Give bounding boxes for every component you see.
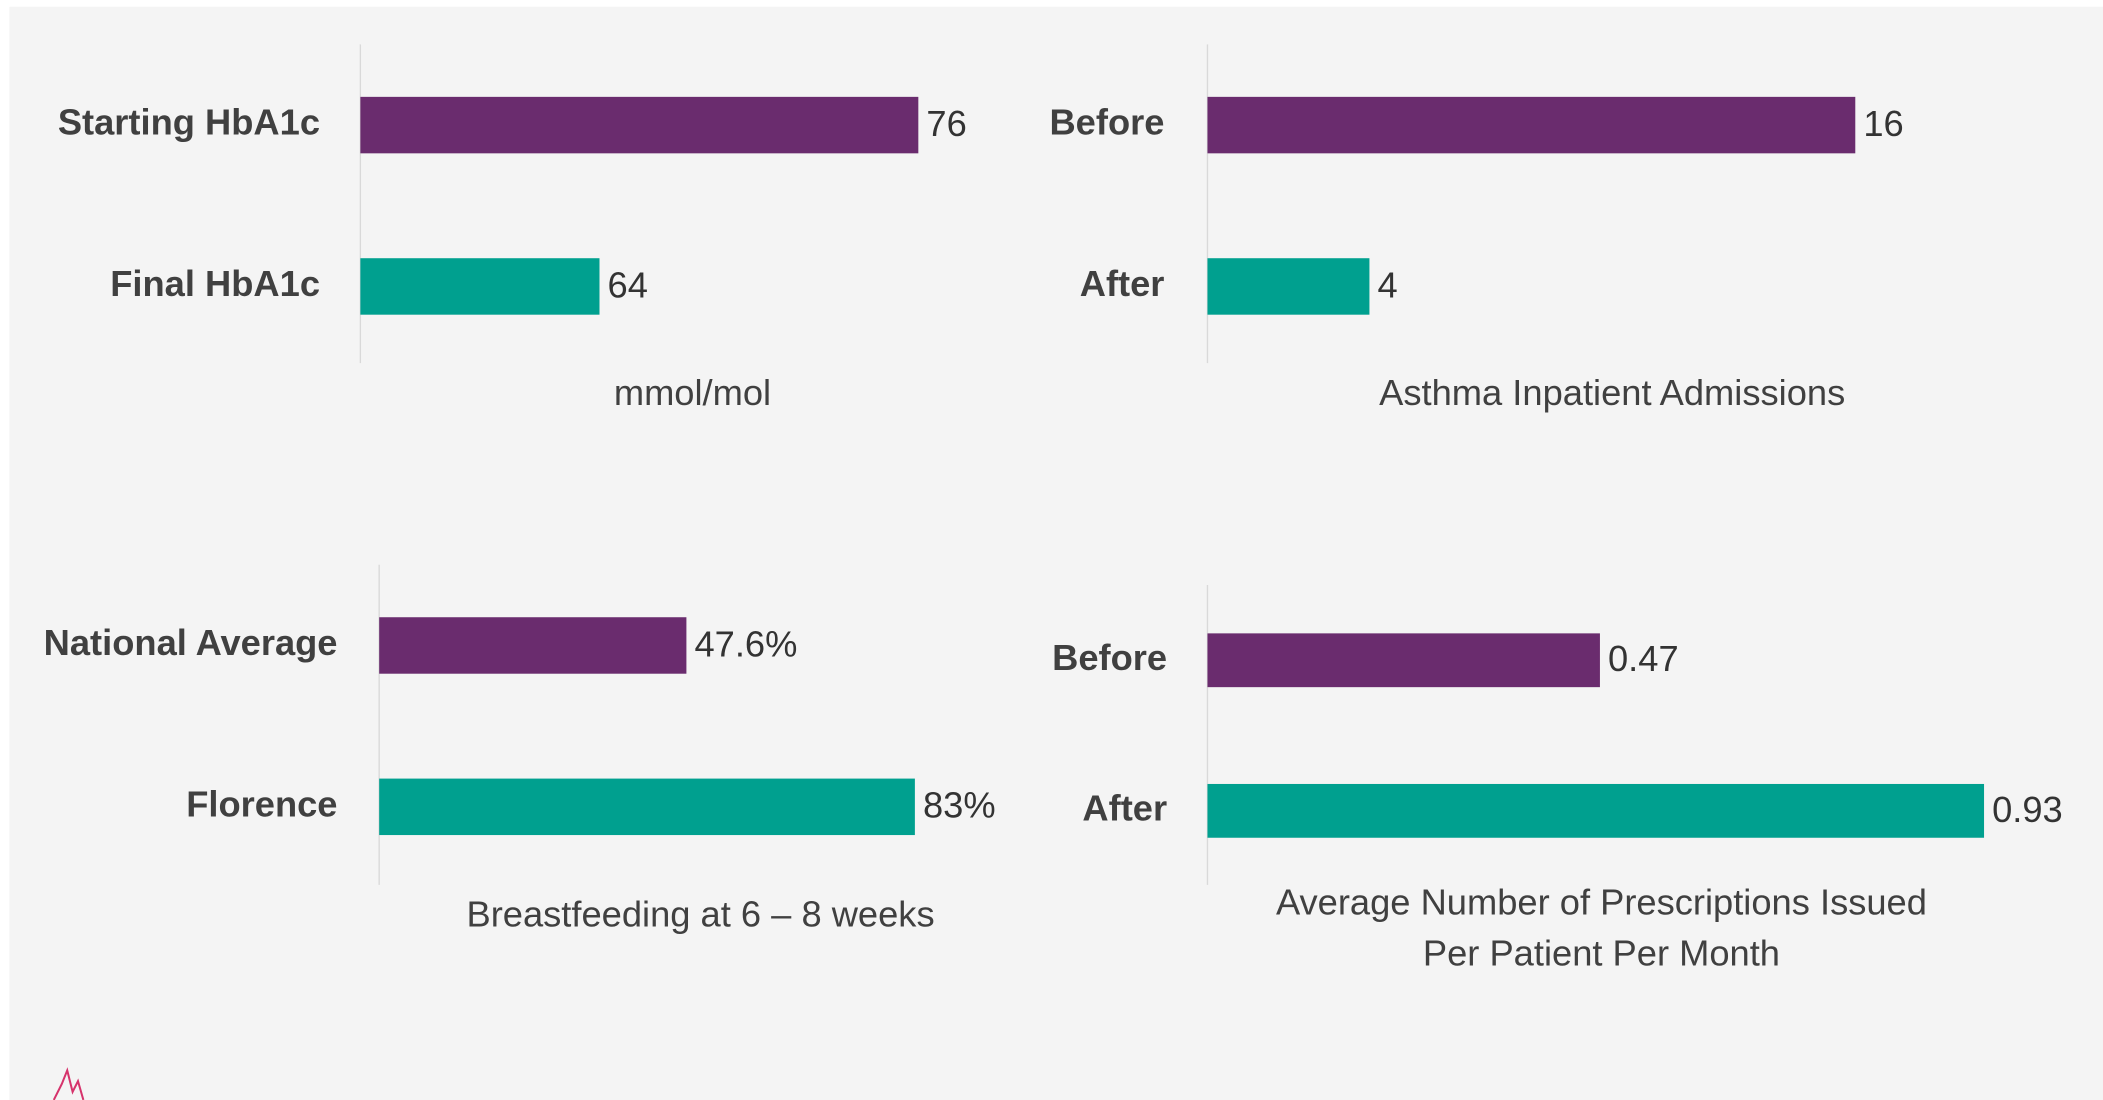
category-label: After	[1080, 263, 1165, 304]
panel-background	[9, 6, 2103, 1100]
value-label: 0.93	[1992, 789, 2063, 830]
bar	[1207, 258, 1370, 315]
axis-label: Average Number of Prescriptions Issued	[1276, 882, 1927, 923]
bar	[360, 258, 600, 315]
logo	[52, 1067, 85, 1100]
value-label: 47.6%	[694, 623, 797, 664]
value-label: 4	[1377, 264, 1397, 305]
axis-label: mmol/mol	[614, 372, 771, 413]
category-label: Florence	[186, 783, 337, 824]
category-label: National Average	[44, 622, 338, 663]
value-label: 16	[1863, 103, 1903, 144]
category-label: Before	[1049, 102, 1164, 143]
category-label: Before	[1052, 637, 1167, 678]
category-label: Starting HbA1c	[58, 102, 320, 143]
bar	[1207, 633, 1600, 688]
value-label: 64	[608, 264, 648, 305]
axis-label: Asthma Inpatient Admissions	[1379, 372, 1845, 413]
axis-label: Per Patient Per Month	[1423, 933, 1780, 974]
bar	[1207, 783, 1985, 838]
bar	[379, 617, 687, 674]
value-label: 83%	[923, 785, 996, 826]
bar	[360, 96, 919, 154]
bar	[379, 778, 915, 836]
bar	[1207, 96, 1856, 154]
value-label: 0.47	[1608, 638, 1679, 679]
value-label: 76	[926, 103, 966, 144]
category-label: Final HbA1c	[110, 263, 320, 304]
category-label: After	[1082, 787, 1167, 828]
axis-label: Breastfeeding at 6 – 8 weeks	[466, 894, 934, 935]
